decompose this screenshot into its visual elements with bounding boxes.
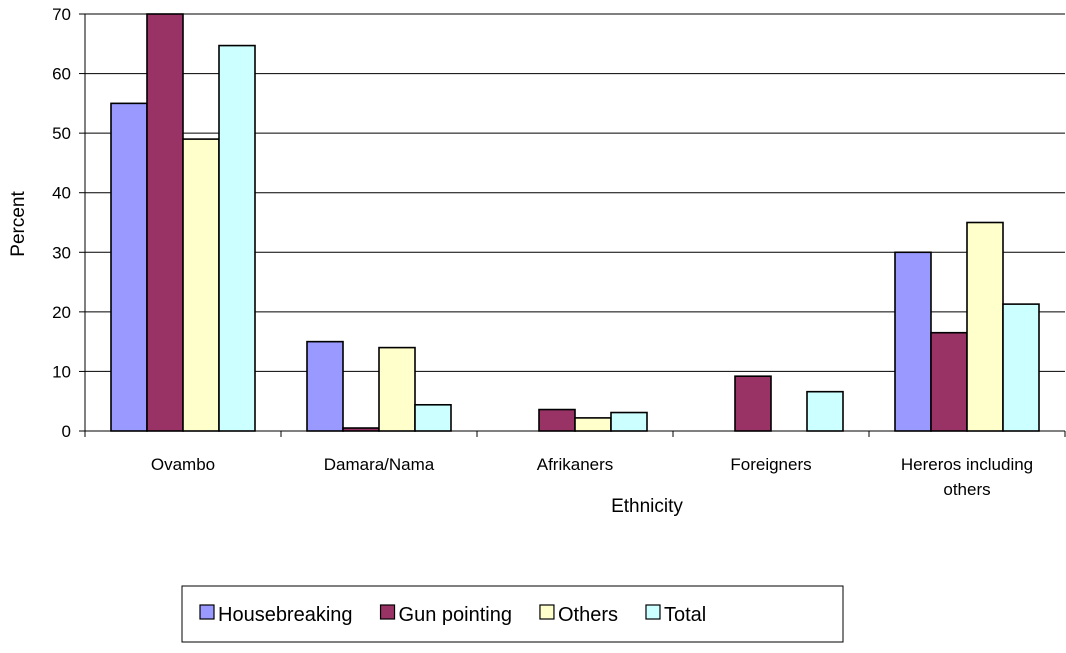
x-tick-label: Hereros including others xyxy=(901,455,1033,499)
legend-item-gun-pointing: Gun pointing xyxy=(379,604,512,626)
y-tick-label: 20 xyxy=(52,303,71,322)
bar-others xyxy=(378,346,416,432)
x-tick-label: Damara/Nama xyxy=(324,455,435,474)
legend-swatch xyxy=(645,604,661,620)
legend-label: Gun pointing xyxy=(399,604,512,626)
y-tick-label: 30 xyxy=(52,243,71,262)
y-tick-label: 40 xyxy=(52,184,71,203)
bar-total xyxy=(1002,303,1040,432)
y-tick-label: 10 xyxy=(52,362,71,381)
legend-label: Total xyxy=(664,604,706,626)
y-tick-label: 70 xyxy=(52,5,71,24)
bar-total xyxy=(610,411,648,432)
axes xyxy=(79,13,1066,437)
legend-item-housebreaking: Housebreaking xyxy=(199,604,353,626)
x-tick-label: Afrikaners xyxy=(537,455,614,474)
y-tick-label: 50 xyxy=(52,124,71,143)
bar-gun-pointing xyxy=(930,331,968,432)
bars xyxy=(110,13,1040,432)
bar-gun-pointing xyxy=(734,375,772,432)
legend-label: Housebreaking xyxy=(218,604,353,626)
y-tick-label: 0 xyxy=(62,422,71,441)
x-tick-label: Ovambo xyxy=(151,455,215,474)
legend: Housebreaking Gun pointing Others Total xyxy=(181,585,844,643)
x-axis-title: Ethnicity xyxy=(611,496,683,517)
bar-others xyxy=(966,221,1004,432)
bar-gun-pointing xyxy=(538,408,576,432)
y-tick-labels: 0 10 20 30 40 50 60 70 xyxy=(52,5,71,441)
bar-total xyxy=(414,403,452,432)
y-axis-title: Percent xyxy=(8,191,29,257)
legend-swatch xyxy=(379,604,396,620)
legend-label: Others xyxy=(558,604,618,626)
y-tick-label: 60 xyxy=(52,65,71,84)
bar-others xyxy=(182,138,220,432)
legend-box xyxy=(181,585,844,643)
legend-swatch xyxy=(199,604,215,620)
bar-total xyxy=(806,390,844,432)
x-tick-label: Foreigners xyxy=(730,455,811,474)
legend-item-total: Total xyxy=(645,604,706,626)
bar-housebreaking xyxy=(306,340,344,432)
legend-swatch xyxy=(539,604,555,620)
legend-item-others: Others xyxy=(539,604,618,626)
legend-items: Housebreaking Gun pointing Others Total xyxy=(199,604,706,626)
bar-total xyxy=(218,44,256,432)
bar-housebreaking xyxy=(110,102,148,432)
bar-housebreaking xyxy=(894,251,932,432)
x-tick-labels: Ovambo Damara/Nama Afrikaners Foreigners Her… xyxy=(151,455,1033,499)
bar-gun-pointing xyxy=(146,13,184,432)
bar-others xyxy=(574,417,612,432)
